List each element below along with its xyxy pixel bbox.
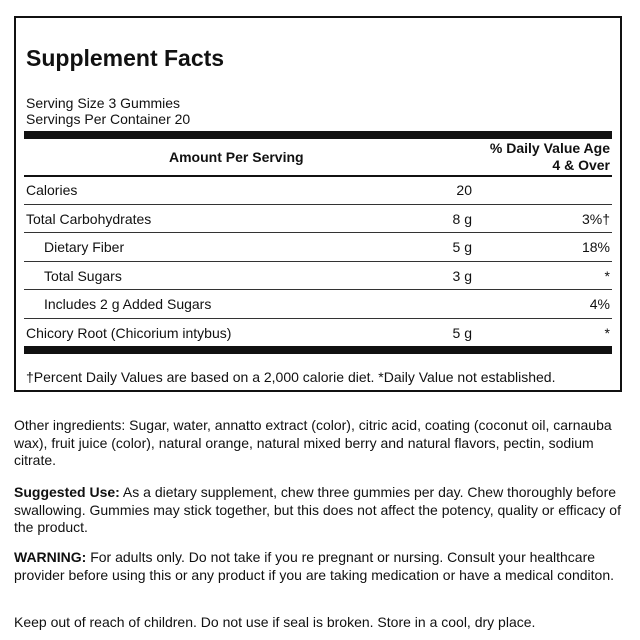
header-daily-value: % Daily Value Age 4 & Over xyxy=(490,140,610,174)
nutrient-name: Dietary Fiber xyxy=(44,239,125,255)
header-dv-line2: 4 & Over xyxy=(552,157,610,173)
nutrient-row-total-sugars: Total Sugars 3 g * xyxy=(24,261,612,290)
warning-label: WARNING: xyxy=(14,549,87,565)
nutrient-name: Calories xyxy=(26,182,78,198)
nutrient-daily-value: * xyxy=(604,268,610,284)
panel-title: Supplement Facts xyxy=(26,45,225,71)
warning-text: For adults only. Do not take if you re p… xyxy=(14,549,615,583)
suggested-use-label: Suggested Use: xyxy=(14,484,120,500)
nutrient-daily-value: 4% xyxy=(589,296,610,312)
nutrient-name: Total Carbohydrates xyxy=(26,211,152,227)
nutrient-amount: 8 g xyxy=(452,211,472,227)
nutrient-row-chicory-root: Chicory Root (Chicorium intybus) 5 g * xyxy=(24,318,612,347)
suggested-use: Suggested Use: As a dietary supplement, … xyxy=(14,484,626,537)
nutrient-daily-value: 3%† xyxy=(581,211,610,227)
nutrient-amount: 20 xyxy=(456,182,472,198)
thick-divider-bottom xyxy=(24,346,612,354)
header-divider xyxy=(24,175,612,177)
serving-size: Serving Size 3 Gummies xyxy=(26,95,181,111)
nutrient-row-added-sugars: Includes 2 g Added Sugars 4% xyxy=(24,289,612,318)
nutrient-row-total-carbohydrates: Total Carbohydrates 8 g 3%† xyxy=(24,204,612,233)
nutrient-row-calories: Calories 20 xyxy=(24,176,612,204)
nutrient-amount: 5 g xyxy=(452,325,472,341)
suggested-use-text: As a dietary supplement, chew three gumm… xyxy=(14,484,621,535)
nutrient-name: Chicory Root (Chicorium intybus) xyxy=(26,325,232,341)
servings-per-container: Servings Per Container 20 xyxy=(26,111,191,127)
daily-value-footnote: †Percent Daily Values are based on a 2,0… xyxy=(26,369,556,385)
warning: WARNING: For adults only. Do not take if… xyxy=(14,549,626,584)
thick-divider-top xyxy=(24,131,612,139)
header-amount-per-serving: Amount Per Serving xyxy=(169,149,304,165)
nutrient-amount: 3 g xyxy=(452,268,472,284)
nutrient-name: Includes 2 g Added Sugars xyxy=(44,296,212,312)
header-dv-line1: % Daily Value Age xyxy=(489,140,610,156)
other-ingredients: Other ingredients: Sugar, water, annatto… xyxy=(14,417,612,468)
storage-instructions: Keep out of reach of children. Do not us… xyxy=(14,614,536,630)
nutrient-row-dietary-fiber: Dietary Fiber 5 g 18% xyxy=(24,232,612,261)
nutrient-amount: 5 g xyxy=(452,239,472,255)
nutrient-daily-value: * xyxy=(604,325,610,341)
nutrient-name: Total Sugars xyxy=(44,268,122,284)
nutrient-daily-value: 18% xyxy=(581,239,610,255)
supplement-facts-panel: Supplement Facts Serving Size 3 Gummies … xyxy=(14,16,622,392)
